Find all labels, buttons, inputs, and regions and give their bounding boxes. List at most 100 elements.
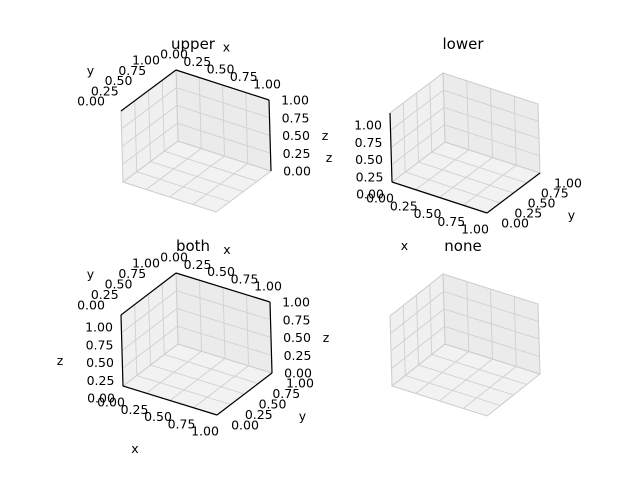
x-gridline [193, 294, 249, 409]
x-tick-label: 0.00 [160, 47, 188, 62]
x-gridline [192, 92, 249, 205]
subplot-upper: 0.000.250.500.751.00x0.000.250.500.751.0… [77, 35, 329, 213]
y-tick-label: 0.25 [514, 206, 542, 221]
z-gridline [390, 106, 540, 148]
x-tick-label: 0.00 [160, 250, 188, 265]
z-tick-label: 0.00 [284, 366, 312, 381]
x-tick-label: 0.00 [97, 395, 125, 410]
lower-y-axis-line [486, 172, 541, 214]
x-tick-label: 0.75 [230, 69, 258, 84]
z-gridline [390, 308, 540, 352]
x-tick-label: 0.25 [184, 257, 212, 272]
subplot-title: both [176, 237, 210, 255]
upper-z-axis-line [269, 301, 273, 374]
z-tick-label: 0.50 [282, 128, 310, 143]
z-tick-label: 0.00 [87, 391, 115, 406]
y-gridline [148, 293, 245, 395]
y-tick-label: 1.00 [554, 176, 582, 191]
z-gridline [122, 325, 272, 369]
subplot-title: none [444, 237, 481, 255]
x-tick-label: 0.50 [207, 62, 235, 77]
y-tick-label: 0.00 [77, 94, 105, 109]
z-tick-label: 0.00 [283, 164, 311, 179]
y-tick-label: 0.75 [272, 386, 300, 401]
subplot-title: lower [442, 35, 484, 53]
y-gridline [148, 90, 244, 192]
y-gridline [161, 283, 259, 384]
x-gridline [462, 96, 517, 206]
x-gridline [439, 88, 493, 198]
z-gridline [391, 325, 540, 369]
z-gridline [390, 89, 539, 131]
subplot-lower: 0.000.250.500.751.00x0.000.250.500.751.0… [326, 35, 582, 253]
x-tick-label: 0.75 [231, 271, 259, 286]
z-tick-label: 1.00 [85, 320, 113, 335]
y-tick-label: 0.50 [105, 73, 133, 88]
y-tick-label: 0.50 [259, 397, 287, 412]
y-tick-label: 0.50 [528, 196, 556, 211]
x-gridline [169, 84, 225, 198]
z-tick-label: 0.50 [86, 355, 114, 370]
lower-x-axis-line [391, 181, 488, 214]
x-tick-label: 0.50 [414, 206, 442, 221]
x-gridline [415, 281, 470, 394]
x-axis-label: x [223, 242, 230, 257]
lower-z-axis-line [389, 112, 393, 183]
upper-x-axis-line [175, 69, 270, 101]
y-axis-label: y [299, 409, 307, 424]
z-gridline [121, 105, 271, 147]
z-tick-label: 0.25 [284, 348, 312, 363]
lower-z-axis-line [120, 314, 124, 387]
y-gridline [429, 82, 527, 184]
y-tick-label: 0.00 [501, 216, 529, 231]
z-tick-label: 0.25 [283, 146, 311, 161]
x-gridline [462, 296, 517, 409]
y-axis-label: y [87, 267, 95, 282]
upper-z-axis-line [268, 99, 272, 172]
x-tick-label: 0.50 [207, 264, 235, 279]
x-tick-label: 0.50 [144, 409, 172, 424]
y-gridline [161, 80, 258, 182]
y-gridline [134, 304, 231, 405]
x-gridline [439, 288, 493, 402]
x-tick-label: 0.00 [366, 191, 394, 206]
z-tick-label: 0.75 [283, 312, 311, 327]
y-tick-label: 0.75 [118, 63, 146, 78]
x-axis-label: x [223, 40, 230, 55]
y-tick-label: 0.75 [541, 186, 569, 201]
x-tick-label: 0.25 [121, 402, 149, 417]
y-tick-label: 0.25 [245, 407, 273, 422]
upper-x-axis-line [175, 272, 271, 303]
z-tick-label: 1.00 [282, 295, 310, 310]
x-gridline [169, 287, 226, 401]
x-gridline [415, 80, 470, 191]
z-gridline [391, 124, 540, 166]
z-tick-label: 0.75 [355, 135, 383, 150]
z-tick-label: 0.00 [356, 187, 384, 202]
x-tick-label: 0.75 [437, 214, 465, 229]
upper-y-axis-line [120, 272, 177, 316]
x-gridline [145, 77, 202, 190]
lower-y-axis-line [216, 372, 273, 416]
z-tick-label: 1.00 [354, 118, 382, 133]
x-tick-label: 0.25 [183, 54, 211, 69]
y-gridline [402, 102, 501, 204]
x-tick-label: 1.00 [254, 279, 282, 294]
z-gridline [121, 308, 272, 351]
upper-y-axis-line [120, 69, 177, 112]
y-gridline [416, 294, 514, 396]
y-tick-label: 0.00 [231, 418, 259, 433]
y-gridline [416, 92, 514, 194]
z-axis-label: z [323, 330, 330, 345]
z-tick-label: 0.25 [356, 169, 384, 184]
y-tick-label: 0.00 [77, 298, 105, 313]
y-tick-label: 1.00 [132, 256, 160, 271]
z-tick-label: 0.50 [355, 152, 383, 167]
subplot-both: 0.000.250.500.751.00x0.000.250.500.751.0… [57, 237, 330, 456]
x-gridline [146, 280, 202, 394]
y-tick-label: 0.75 [118, 266, 146, 281]
z-tick-label: 0.25 [87, 373, 115, 388]
z-tick-label: 0.75 [86, 337, 114, 352]
subplot-title: upper [171, 35, 216, 53]
